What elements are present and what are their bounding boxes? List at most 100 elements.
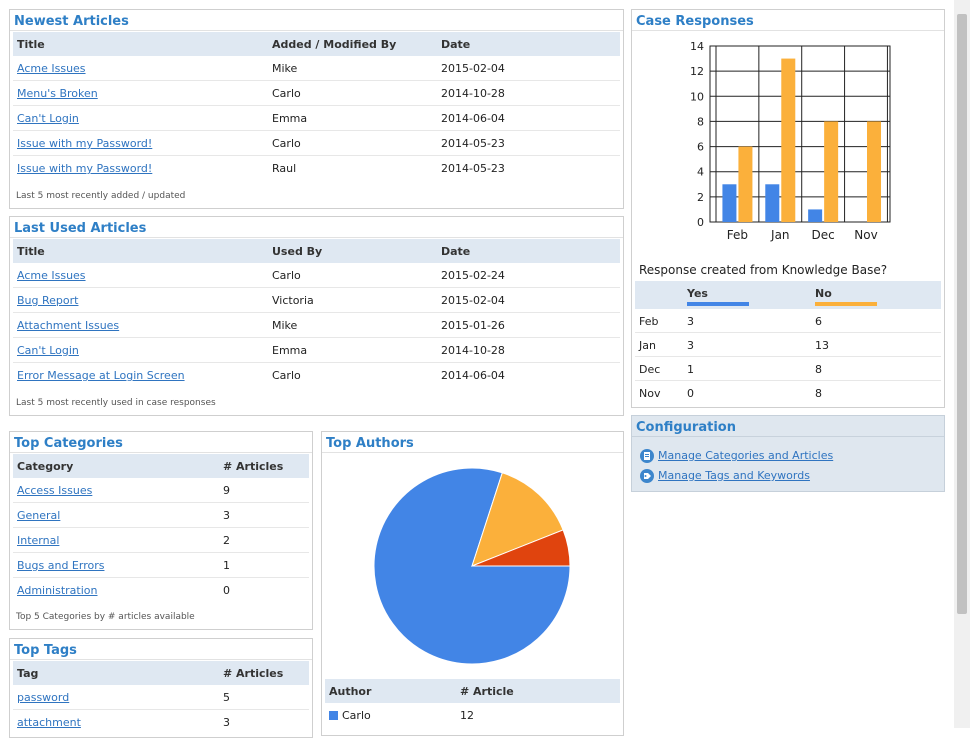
category-link[interactable]: Administration — [17, 584, 98, 597]
tag-link[interactable]: attachment — [17, 716, 81, 729]
top-categories-footer: Top 5 Categories by # articles available — [16, 612, 195, 622]
authors-pie-chart — [373, 467, 571, 665]
table-row: Feb 3 6 — [635, 309, 941, 333]
y-tick-label: 4 — [697, 166, 704, 179]
top-tags-panel: Top Tags Tag # Articles password 5 attac… — [9, 638, 313, 738]
kb-question: Response created from Knowledge Base? — [639, 263, 888, 277]
table-row: Error Message at Login Screen Carlo 2014… — [13, 363, 620, 388]
tag-link[interactable]: password — [17, 691, 70, 704]
date: 2015-02-24 — [441, 269, 505, 282]
y-tick-label: 12 — [690, 65, 704, 78]
table-row: Attachment Issues Mike 2015-01-26 — [13, 313, 620, 338]
no-count: 6 — [815, 315, 822, 328]
column-article-count: # Article — [460, 685, 514, 698]
column-title: Title — [17, 38, 45, 51]
manage-categories-link[interactable]: Manage Categories and Articles — [658, 449, 834, 462]
y-tick-label: 10 — [690, 90, 704, 103]
y-tick-label: 6 — [697, 141, 704, 154]
last-used-articles-footer: Last 5 most recently used in case respon… — [16, 398, 216, 408]
category-link[interactable]: Bugs and Errors — [17, 559, 105, 572]
tag-icon — [640, 469, 654, 483]
category-link[interactable]: General — [17, 509, 61, 522]
top-tags-header: Tag # Articles — [13, 661, 309, 685]
date: 2015-02-04 — [441, 62, 505, 75]
article-link[interactable]: Bug Report — [17, 294, 79, 307]
date: 2014-06-04 — [441, 112, 505, 125]
article-link[interactable]: Issue with my Password! — [17, 137, 153, 150]
month: Dec — [639, 363, 661, 376]
y-tick-label: 2 — [697, 191, 704, 204]
modified-by: Raul — [272, 162, 297, 175]
used-by: Carlo — [272, 369, 301, 382]
column-article-count: # Articles — [223, 460, 284, 473]
column-added-by: Added / Modified By — [272, 38, 397, 51]
used-by: Emma — [272, 344, 308, 357]
vertical-scrollbar[interactable] — [954, 0, 970, 728]
no-count: 13 — [815, 339, 829, 352]
divider — [632, 30, 944, 31]
pie-slice — [471, 529, 571, 567]
article-link[interactable]: Error Message at Login Screen — [17, 369, 185, 382]
yes-count: 0 — [687, 387, 694, 400]
date: 2015-01-26 — [441, 319, 505, 332]
manage-tags-link[interactable]: Manage Tags and Keywords — [658, 469, 810, 482]
bar-yes — [765, 184, 780, 222]
modified-by: Emma — [272, 112, 308, 125]
no-legend-line — [815, 302, 877, 306]
column-category: Category — [17, 460, 74, 473]
scrollbar-thumb[interactable] — [957, 14, 967, 614]
plot-area — [709, 45, 891, 223]
article-count: 9 — [223, 484, 230, 497]
column-article-count: # Articles — [223, 667, 284, 680]
table-row: Can't Login Emma 2014-10-28 — [13, 338, 620, 363]
top-categories-panel: Top Categories Category # Articles Acces… — [9, 431, 313, 630]
article-count: 12 — [460, 709, 474, 722]
column-yes: Yes — [687, 287, 708, 300]
pie-slice — [471, 472, 564, 567]
article-count: 3 — [223, 509, 230, 522]
y-tick-label: 0 — [697, 216, 704, 229]
date: 2015-02-04 — [441, 294, 505, 307]
article-link[interactable]: Can't Login — [17, 112, 79, 125]
column-no: No — [815, 287, 832, 300]
divider — [632, 436, 944, 437]
bar-no — [781, 58, 796, 222]
category-link[interactable]: Internal — [17, 534, 60, 547]
divider — [10, 452, 312, 453]
table-row: Issue with my Password! Carlo 2014-05-23 — [13, 131, 620, 156]
table-row: Acme Issues Mike 2015-02-04 — [13, 56, 620, 81]
top-authors-title: Top Authors — [326, 436, 414, 451]
divider — [10, 30, 623, 31]
x-tick-label: Jan — [770, 228, 790, 242]
last-used-articles-panel: Last Used Articles Title Used By Date Ac… — [9, 216, 624, 416]
date: 2014-05-23 — [441, 137, 505, 150]
article-link[interactable]: Can't Login — [17, 344, 79, 357]
used-by: Mike — [272, 319, 298, 332]
article-link[interactable]: Attachment Issues — [17, 319, 120, 332]
article-link[interactable]: Issue with my Password! — [17, 162, 153, 175]
pie-slice — [373, 467, 571, 665]
top-categories-header: Category # Articles — [13, 454, 309, 478]
column-used-by: Used By — [272, 245, 323, 258]
newest-articles-footer: Last 5 most recently added / updated — [16, 191, 186, 201]
bar-no — [824, 121, 839, 222]
article-link[interactable]: Menu's Broken — [17, 87, 98, 100]
column-author: Author — [329, 685, 372, 698]
date: 2014-06-04 — [441, 369, 505, 382]
date: 2014-05-23 — [441, 162, 505, 175]
configuration-title: Configuration — [636, 420, 736, 435]
category-link[interactable]: Access Issues — [17, 484, 93, 497]
article-link[interactable]: Acme Issues — [17, 269, 86, 282]
article-link[interactable]: Acme Issues — [17, 62, 86, 75]
table-row: Acme Issues Carlo 2015-02-24 — [13, 263, 620, 288]
table-row: attachment 3 — [13, 710, 309, 735]
case-responses-title: Case Responses — [636, 14, 754, 29]
y-tick-label: 8 — [697, 115, 704, 128]
newest-articles-header: Title Added / Modified By Date — [13, 32, 620, 56]
modified-by: Mike — [272, 62, 298, 75]
table-row: password 5 — [13, 685, 309, 710]
column-tag: Tag — [17, 667, 39, 680]
date: 2014-10-28 — [441, 87, 505, 100]
top-authors-panel: Top Authors Author # Article Carlo 12 — [321, 431, 624, 736]
table-row: Menu's Broken Carlo 2014-10-28 — [13, 81, 620, 106]
